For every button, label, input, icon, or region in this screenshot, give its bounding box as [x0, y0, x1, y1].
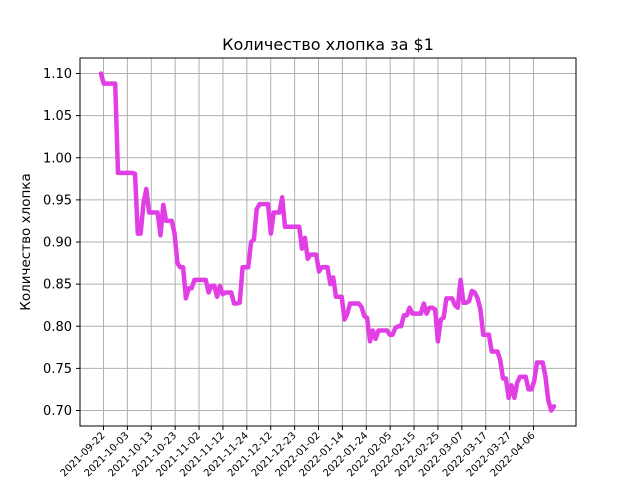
y-tick-label: 1.00	[43, 151, 72, 166]
y-tick-label: 0.70	[43, 404, 72, 419]
chart-title: Количество хлопка за $1	[222, 35, 434, 54]
series-line	[98, 71, 557, 413]
y-tick-label: 0.90	[43, 236, 72, 251]
y-axis-ticks: 0.70 0.75 0.80 0.85 0.90 0.95 1.00 1.05 1.10	[43, 67, 80, 419]
y-tick-label: 0.80	[43, 320, 72, 335]
series-line-path	[98, 71, 557, 413]
y-tick-label: 0.85	[43, 278, 72, 293]
y-tick-label: 1.10	[43, 67, 72, 82]
y-axis-label: Количество хлопка	[18, 173, 34, 310]
y-tick-label: 1.05	[43, 109, 72, 124]
y-tick-label: 0.95	[43, 193, 72, 208]
y-tick-label: 0.75	[43, 362, 72, 377]
